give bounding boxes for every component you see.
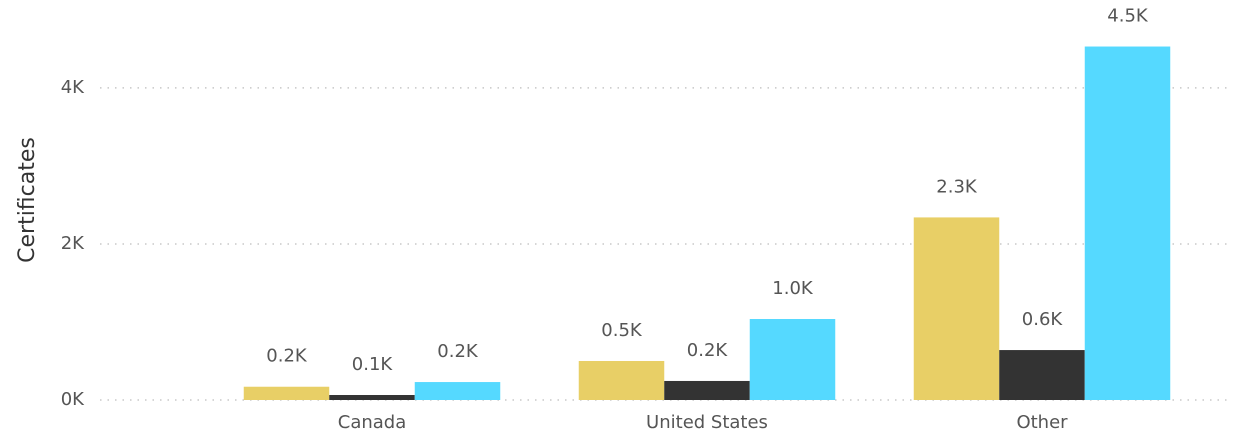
bar [414, 382, 501, 400]
x-tick-label: United States [646, 412, 768, 433]
x-tick-label: Canada [338, 412, 407, 433]
data-label: 0.2K [687, 340, 729, 361]
data-label: 1.0K [772, 278, 814, 299]
data-label: 4.5K [1107, 6, 1149, 27]
bar [664, 380, 750, 400]
bar [999, 350, 1085, 400]
y-tick-label: 0K [61, 389, 85, 410]
x-tick-label: Other [1016, 412, 1068, 433]
y-tick-label: 2K [61, 233, 85, 254]
bar [578, 360, 665, 400]
y-axis-title: Certificates [15, 137, 40, 263]
bar [329, 395, 415, 400]
data-label: 0.2K [437, 341, 479, 362]
data-label: 0.5K [601, 320, 643, 341]
data-label: 0.2K [266, 346, 308, 367]
data-label: 2.3K [936, 176, 978, 197]
bar [243, 386, 330, 400]
bar [749, 319, 836, 400]
data-label: 0.6K [1022, 309, 1064, 330]
bar [1084, 46, 1171, 400]
y-tick-label: 4K [61, 77, 85, 98]
data-label: 0.1K [352, 354, 394, 375]
bar [913, 217, 1000, 400]
